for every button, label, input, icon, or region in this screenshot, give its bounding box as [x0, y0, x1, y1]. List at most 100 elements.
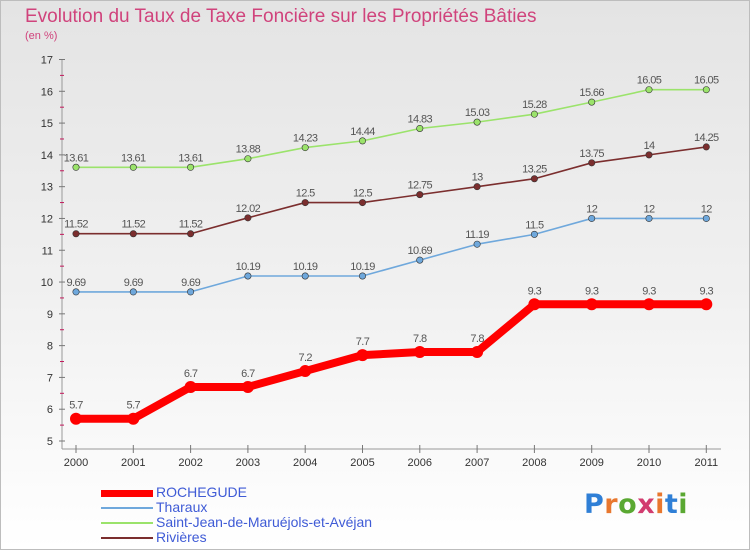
- data-label: 12.5: [353, 188, 372, 200]
- data-label: 14.23: [293, 133, 318, 145]
- data-point: [585, 298, 598, 311]
- data-label: 7.8: [470, 333, 484, 345]
- x-tick-label: 2007: [465, 457, 489, 469]
- data-point: [244, 214, 252, 222]
- x-tick-label: 2009: [579, 457, 603, 469]
- legend-swatch: [101, 522, 153, 524]
- data-label: 12.5: [296, 188, 315, 200]
- legend-swatch: [101, 489, 153, 497]
- logo-letter: x: [637, 489, 656, 520]
- data-point: [127, 412, 140, 425]
- data-label: 5.7: [69, 400, 83, 412]
- data-point: [530, 110, 538, 118]
- y-tick-label: 10: [41, 277, 53, 289]
- x-tick-label: 2008: [522, 457, 546, 469]
- data-label: 14.44: [350, 126, 375, 138]
- legend-label: Tharaux: [156, 499, 208, 515]
- data-label: 13.61: [178, 152, 203, 164]
- data-label: 10.19: [236, 261, 261, 273]
- chart-title: Evolution du Taux de Taxe Foncière sur l…: [25, 6, 537, 27]
- data-label: 15.66: [579, 87, 604, 99]
- legend-label: ROCHEGUDE: [156, 484, 248, 500]
- legend-label: Saint-Jean-de-Maruéjols-et-Avéjan: [156, 514, 373, 530]
- data-label: 9.3: [585, 285, 599, 297]
- data-label: 12: [701, 203, 713, 215]
- data-label: 7.7: [356, 336, 370, 348]
- data-label: 14.25: [694, 132, 719, 144]
- data-point: [702, 86, 710, 94]
- legend-label: Rivières: [156, 529, 207, 545]
- data-label: 13: [472, 172, 484, 184]
- data-label: 13.61: [64, 152, 89, 164]
- data-label: 15.28: [522, 99, 547, 111]
- logo-letter: t: [664, 489, 679, 520]
- data-point: [471, 345, 484, 358]
- data-point: [413, 345, 426, 358]
- proxiti-logo: Proxiti: [584, 489, 688, 520]
- data-point: [72, 230, 80, 238]
- series-line: [75, 217, 708, 293]
- data-point: [528, 298, 541, 311]
- data-label: 7.2: [298, 352, 312, 364]
- data-label: 13.75: [579, 148, 604, 160]
- y-tick-label: 6: [47, 404, 53, 416]
- data-label: 14: [643, 140, 655, 152]
- data-point: [72, 163, 80, 171]
- x-tick-label: 2005: [350, 457, 374, 469]
- data-point: [72, 288, 80, 296]
- series-line: [72, 300, 711, 423]
- logo-letter: P: [584, 489, 605, 520]
- data-label: 12: [643, 203, 655, 215]
- data-point: [358, 199, 366, 207]
- data-point: [129, 288, 137, 296]
- data-label: 14.83: [408, 113, 433, 125]
- y-tick-label: 17: [41, 55, 53, 67]
- x-tick-label: 2010: [637, 457, 661, 469]
- data-point: [70, 412, 82, 425]
- data-point: [702, 143, 710, 151]
- data-point: [301, 144, 309, 152]
- data-point: [299, 365, 312, 378]
- data-point: [244, 155, 252, 163]
- logo-letter: r: [604, 489, 619, 520]
- data-point: [244, 272, 252, 280]
- data-label: 10.69: [408, 245, 433, 257]
- data-point: [241, 380, 254, 393]
- data-point: [588, 98, 596, 106]
- data-point: [473, 118, 481, 126]
- data-label: 11.52: [121, 219, 145, 231]
- data-point: [187, 230, 195, 238]
- data-point: [645, 86, 653, 94]
- y-tick-label: 15: [41, 118, 53, 130]
- data-label: 13.25: [522, 164, 547, 176]
- data-point: [645, 151, 653, 159]
- data-point: [530, 175, 538, 183]
- legend-swatch: [101, 537, 153, 539]
- data-point: [473, 240, 481, 248]
- data-point: [473, 183, 481, 191]
- data-label: 12.75: [408, 180, 433, 192]
- data-label: 9.69: [66, 277, 85, 289]
- legend-swatch: [101, 507, 153, 509]
- data-point: [588, 159, 596, 167]
- y-tick-label: 8: [47, 341, 53, 353]
- x-tick-label: 2002: [178, 457, 202, 469]
- data-label: 11.5: [525, 219, 544, 231]
- data-point: [187, 163, 195, 171]
- data-point: [702, 214, 710, 222]
- data-point: [129, 230, 137, 238]
- data-label: 6.7: [184, 368, 198, 380]
- logo-letter: i: [655, 489, 665, 520]
- data-point: [301, 199, 309, 207]
- y-tick-label: 7: [47, 372, 53, 384]
- data-point: [129, 163, 137, 171]
- y-tick-label: 5: [47, 436, 53, 448]
- unit-label: (en %): [25, 30, 58, 42]
- y-tick-label: 9: [47, 309, 53, 321]
- data-label: 10.19: [293, 261, 318, 273]
- data-point: [187, 288, 195, 296]
- data-point: [700, 298, 713, 311]
- data-point: [588, 214, 596, 222]
- x-tick-label: 2000: [64, 457, 88, 469]
